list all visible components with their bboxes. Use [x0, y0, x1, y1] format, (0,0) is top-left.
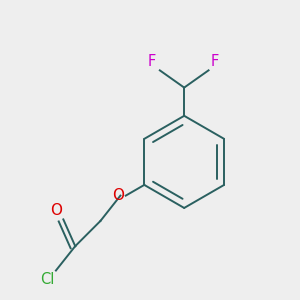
- Text: F: F: [148, 54, 156, 69]
- Text: O: O: [112, 188, 124, 203]
- Text: O: O: [50, 202, 62, 217]
- Text: F: F: [211, 54, 219, 69]
- Text: Cl: Cl: [40, 272, 54, 287]
